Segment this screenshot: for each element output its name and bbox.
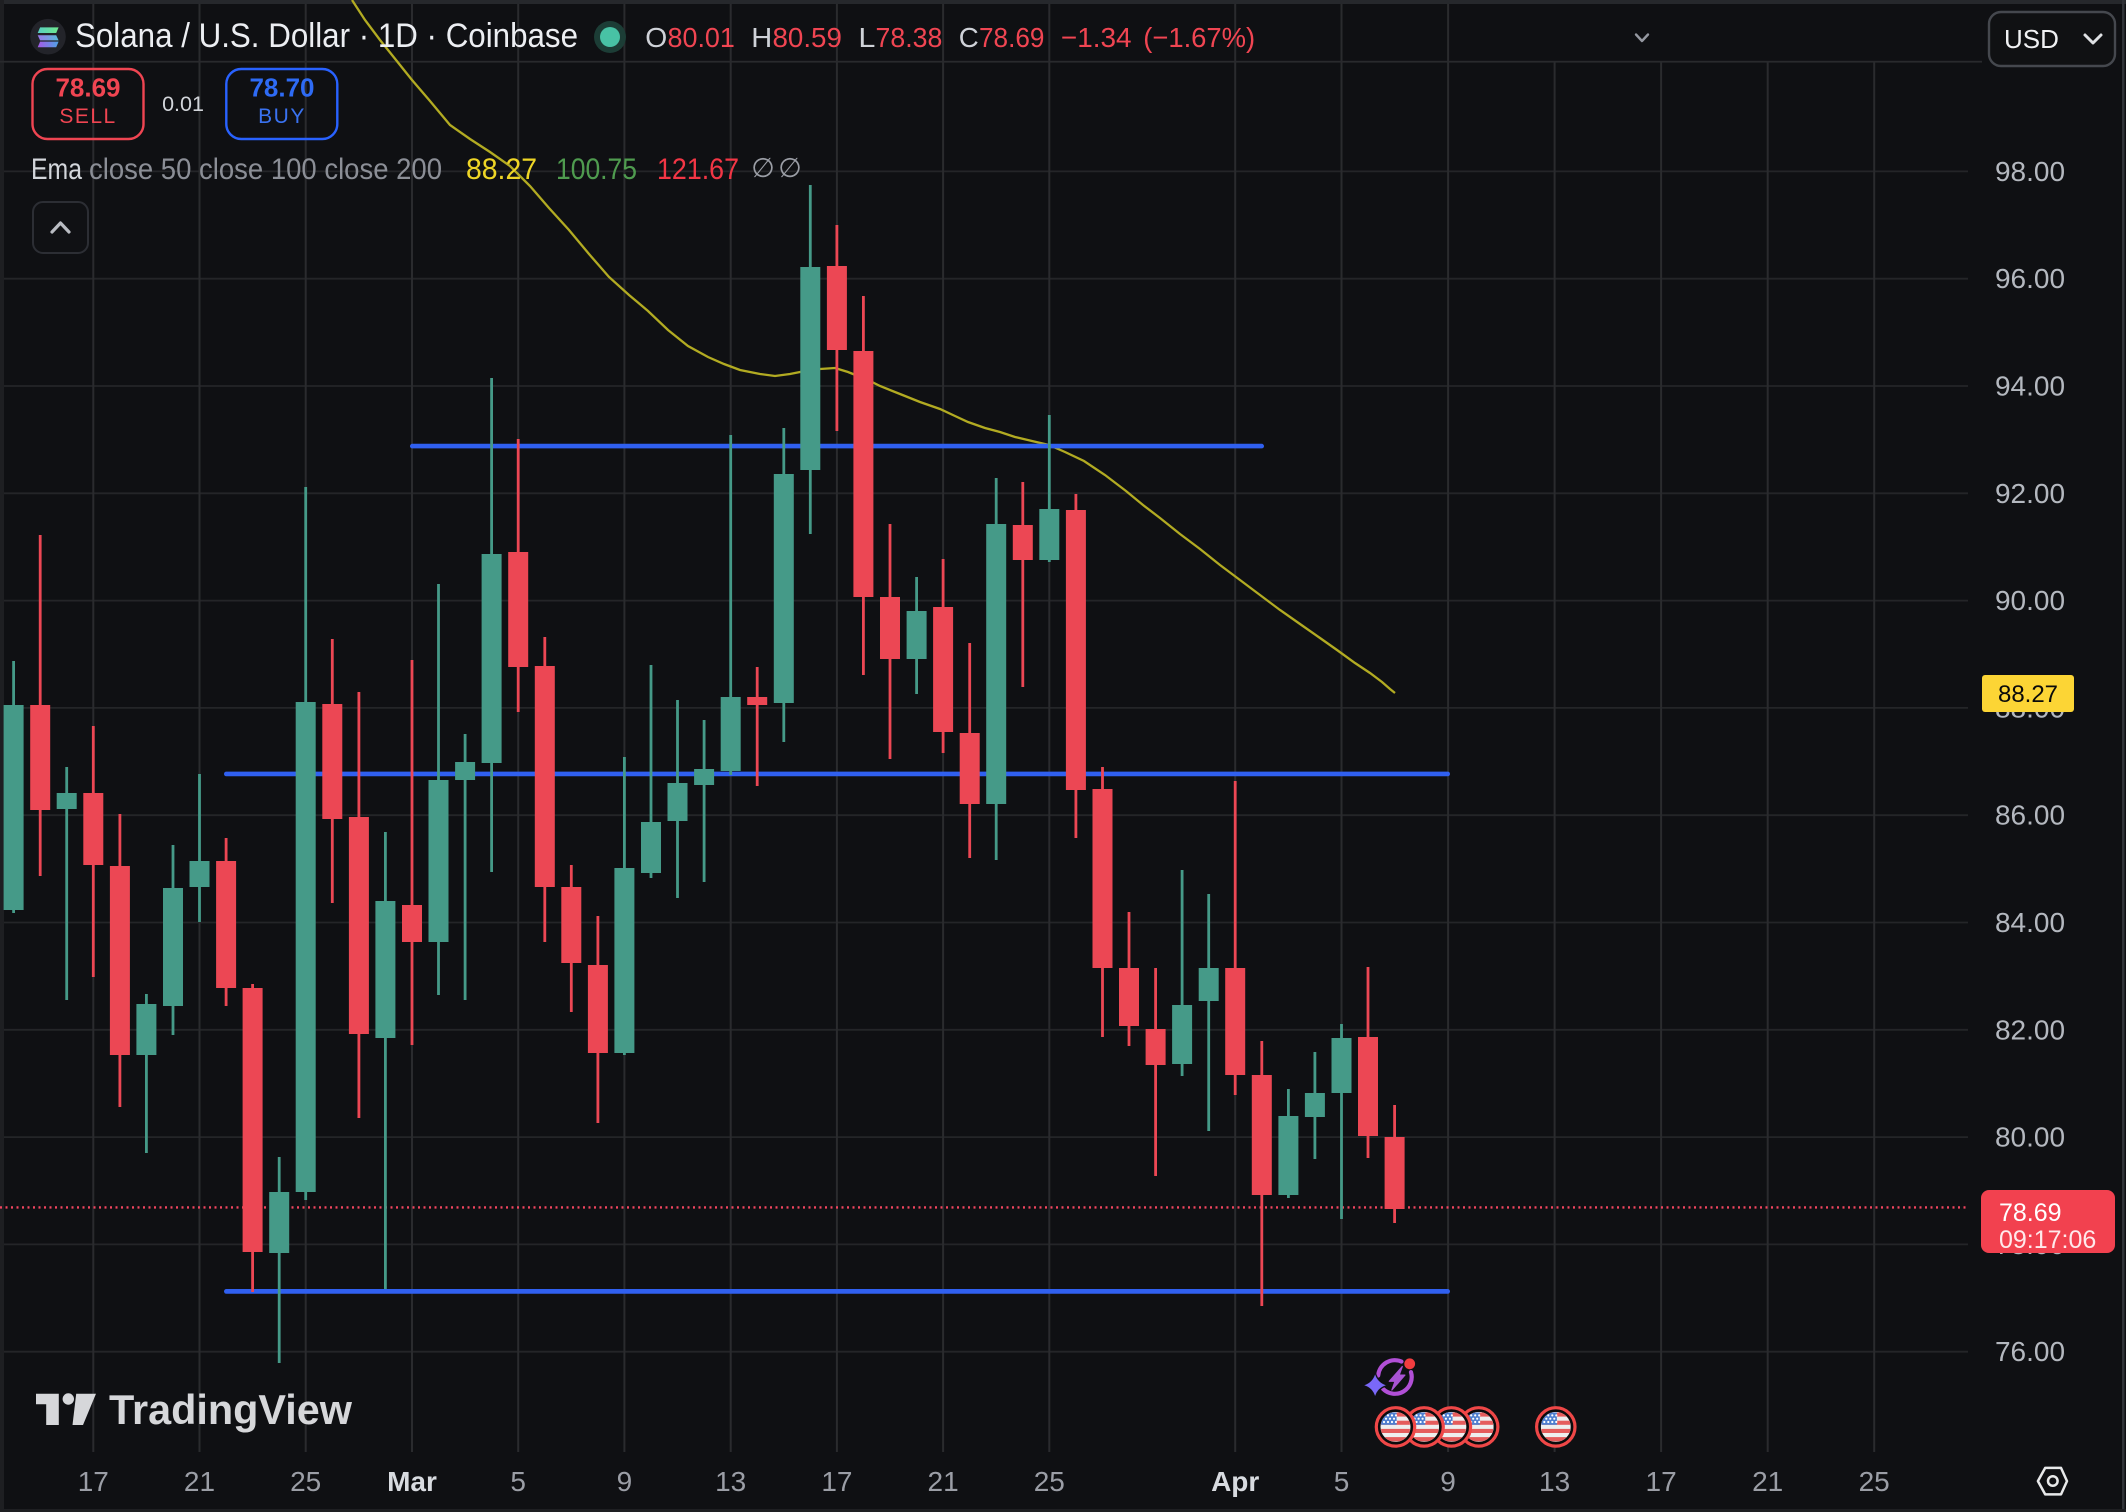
svg-text:92.00: 92.00 bbox=[1995, 478, 2065, 509]
svg-text:Apr: Apr bbox=[1211, 1466, 1259, 1497]
svg-text:78.38: 78.38 bbox=[876, 22, 943, 53]
svg-text:∅: ∅ bbox=[778, 153, 802, 183]
svg-text:09:17:06: 09:17:06 bbox=[1999, 1226, 2096, 1254]
svg-text:−1.34: −1.34 bbox=[1061, 22, 1132, 53]
svg-text:9: 9 bbox=[1440, 1466, 1456, 1497]
svg-text:78.69: 78.69 bbox=[979, 22, 1044, 53]
svg-text:BUY: BUY bbox=[258, 105, 306, 128]
svg-text:17: 17 bbox=[1646, 1466, 1677, 1497]
svg-text:5: 5 bbox=[1334, 1466, 1350, 1497]
svg-text:SELL: SELL bbox=[59, 105, 116, 128]
svg-text:78.70: 78.70 bbox=[249, 73, 314, 103]
svg-text:98.00: 98.00 bbox=[1995, 156, 2065, 187]
svg-text:88.27: 88.27 bbox=[466, 153, 537, 186]
svg-text:90.00: 90.00 bbox=[1995, 585, 2065, 616]
svg-text:Mar: Mar bbox=[387, 1466, 437, 1497]
svg-text:H: H bbox=[751, 22, 772, 53]
svg-text:close 50 close 100 close 200: close 50 close 100 close 200 bbox=[89, 153, 442, 186]
svg-text:121.67: 121.67 bbox=[657, 153, 739, 186]
svg-text:80.01: 80.01 bbox=[668, 22, 735, 53]
svg-text:94.00: 94.00 bbox=[1995, 371, 2065, 402]
svg-text:13: 13 bbox=[715, 1466, 746, 1497]
svg-text:17: 17 bbox=[821, 1466, 852, 1497]
svg-text:13: 13 bbox=[1539, 1466, 1570, 1497]
svg-text:O: O bbox=[645, 22, 667, 53]
svg-text:0.01: 0.01 bbox=[162, 92, 204, 116]
svg-text:25: 25 bbox=[1859, 1466, 1890, 1497]
svg-text:C: C bbox=[959, 22, 979, 53]
svg-text:21: 21 bbox=[928, 1466, 959, 1497]
svg-text:TradingView: TradingView bbox=[109, 1386, 352, 1433]
svg-text:∅: ∅ bbox=[751, 153, 775, 183]
svg-text:76.00: 76.00 bbox=[1995, 1336, 2065, 1367]
svg-text:84.00: 84.00 bbox=[1995, 907, 2065, 938]
svg-text:25: 25 bbox=[1034, 1466, 1065, 1497]
svg-text:25: 25 bbox=[290, 1466, 321, 1497]
svg-text:17: 17 bbox=[78, 1466, 109, 1497]
svg-text:(−1.67%): (−1.67%) bbox=[1143, 22, 1255, 53]
svg-text:21: 21 bbox=[184, 1466, 215, 1497]
svg-text:88.27: 88.27 bbox=[1998, 681, 2058, 708]
svg-text:Ema: Ema bbox=[31, 153, 82, 186]
svg-text:9: 9 bbox=[617, 1466, 633, 1497]
svg-text:USD: USD bbox=[2004, 24, 2059, 54]
svg-text:86.00: 86.00 bbox=[1995, 800, 2065, 831]
svg-text:80.59: 80.59 bbox=[773, 22, 842, 53]
svg-text:96.00: 96.00 bbox=[1995, 263, 2065, 294]
svg-text:80.00: 80.00 bbox=[1995, 1122, 2065, 1153]
svg-text:Solana / U.S. Dollar · 1D · Co: Solana / U.S. Dollar · 1D · Coinbase bbox=[75, 17, 578, 55]
svg-text:82.00: 82.00 bbox=[1995, 1014, 2065, 1045]
svg-text:L: L bbox=[858, 22, 875, 53]
svg-text:5: 5 bbox=[510, 1466, 526, 1497]
svg-text:100.75: 100.75 bbox=[556, 153, 637, 186]
svg-text:78.69: 78.69 bbox=[1999, 1199, 2062, 1227]
svg-text:21: 21 bbox=[1752, 1466, 1783, 1497]
svg-text:78.69: 78.69 bbox=[55, 73, 120, 103]
